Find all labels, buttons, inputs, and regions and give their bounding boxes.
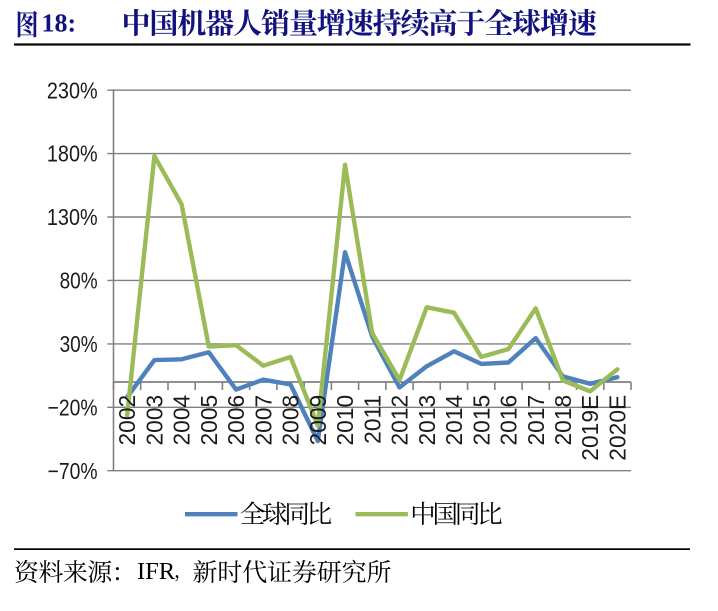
svg-text:2014: 2014	[441, 394, 467, 445]
svg-text:2017: 2017	[523, 395, 549, 446]
svg-text:30%: 30%	[60, 331, 98, 357]
svg-text:2018: 2018	[550, 395, 576, 446]
svg-text:2016: 2016	[496, 395, 522, 446]
svg-text:−70%: −70%	[48, 458, 98, 484]
svg-text:2013: 2013	[414, 395, 440, 446]
svg-text:230%: 230%	[47, 77, 98, 103]
svg-text:2010: 2010	[332, 395, 358, 446]
svg-text:2005: 2005	[196, 395, 222, 446]
svg-text:2015: 2015	[468, 395, 494, 446]
svg-text:2011: 2011	[359, 395, 385, 444]
svg-text:2012: 2012	[387, 395, 413, 446]
svg-text:2003: 2003	[142, 395, 168, 446]
svg-text:2020E: 2020E	[605, 395, 631, 461]
svg-text:130%: 130%	[47, 204, 98, 230]
svg-text:2008: 2008	[278, 395, 304, 446]
svg-text:80%: 80%	[60, 268, 98, 294]
svg-text:2009: 2009	[305, 395, 331, 446]
svg-text:2006: 2006	[223, 395, 249, 446]
svg-text:2002: 2002	[114, 395, 140, 446]
svg-text:2004: 2004	[169, 394, 195, 445]
svg-text:180%: 180%	[47, 141, 98, 167]
svg-text:−20%: −20%	[48, 394, 98, 420]
svg-text:2007: 2007	[250, 395, 276, 446]
svg-text:2019E: 2019E	[577, 395, 603, 461]
